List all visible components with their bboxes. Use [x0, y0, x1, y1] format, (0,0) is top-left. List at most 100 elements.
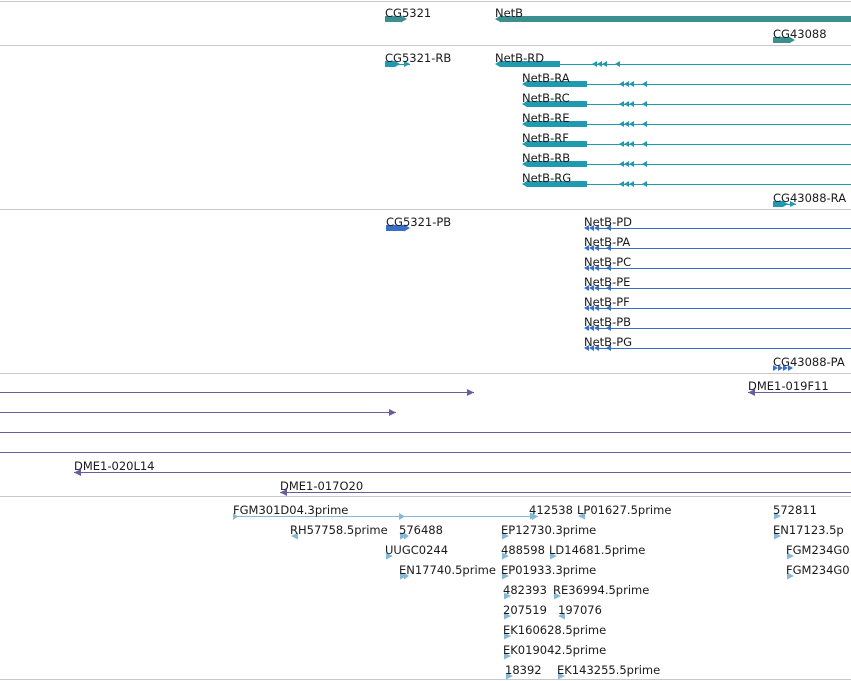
feature-proteins[interactable]: CG5321-PB [386, 215, 451, 232]
arrow-left-icon [602, 61, 607, 67]
feature-transcripts[interactable]: NetB-RG [522, 171, 851, 187]
feature-transcripts[interactable]: NetB-RE [522, 111, 851, 127]
arrow-right-icon [778, 365, 783, 371]
feature-transcripts[interactable]: NetB-RB [522, 151, 851, 167]
feature-transcripts[interactable]: NetB-RA [522, 71, 851, 87]
arrow-right-icon [787, 552, 794, 560]
feature-ests[interactable]: LD14681.5prime [549, 543, 645, 560]
feature-label: CG5321 [385, 6, 431, 20]
feature-label: NetB-RD [495, 51, 544, 65]
feature-label: NetB-PD [584, 215, 632, 229]
feature-label: 197076 [558, 603, 602, 617]
feature-ests[interactable]: 488598 [501, 543, 545, 560]
arrow-left-icon [594, 345, 599, 351]
arrow-left-icon [619, 121, 624, 127]
feature-transcripts[interactable]: NetB-RC [522, 91, 851, 107]
feature-label: DME1-019F11 [748, 379, 829, 393]
feature-label: 207519 [503, 603, 547, 617]
feature-proteins[interactable]: CG43088-PA [773, 355, 845, 371]
feature-clones[interactable]: DME1-017O20 [280, 479, 851, 496]
feature-label: 18392 [505, 663, 542, 677]
arrow-left-icon [584, 265, 589, 271]
arrow-right-icon [399, 513, 405, 520]
feature-clones[interactable]: DME1-020L14 [74, 459, 851, 476]
feature-proteins[interactable]: NetB-PC [584, 255, 851, 271]
feature-ests[interactable]: EP12730.3prime [501, 523, 596, 540]
feature-clones[interactable] [0, 389, 474, 396]
arrow-right-icon [389, 409, 396, 416]
feature-genes[interactable]: CG43088 [773, 27, 827, 44]
feature-ests[interactable]: EK143255.5prime [557, 663, 660, 680]
feature-proteins[interactable]: NetB-PG [584, 335, 851, 351]
feature-ests[interactable]: EN17123.5p [773, 523, 844, 540]
feature-proteins[interactable]: NetB-PF [584, 295, 851, 311]
feature-proteins[interactable]: NetB-PD [584, 215, 851, 231]
feature-label: NetB-PG [584, 335, 632, 349]
feature-transcripts[interactable]: NetB-RD [495, 51, 851, 67]
arrow-right-icon [783, 365, 788, 371]
feature-ests[interactable]: LP01627.5prime [577, 503, 671, 520]
arrow-right-icon [233, 513, 238, 520]
feature-label: FGM234G0 [786, 543, 850, 557]
arrow-right-icon [554, 592, 561, 600]
feature-label: FGM301D04.3prime [233, 503, 348, 517]
feature-genes[interactable]: NetB [495, 6, 851, 23]
feature-label: EP01933.3prime [501, 563, 596, 577]
feature-ests[interactable]: EN17740.5prime [399, 563, 496, 580]
arrow-right-icon [789, 36, 795, 44]
track-proteins: CG5321-PB NetB-PD NetB-PA NetB-PC NetB-PE Net… [386, 215, 851, 371]
exon-block [773, 201, 783, 207]
feature-proteins[interactable]: NetB-PE [584, 275, 851, 291]
arrow-left-icon [642, 181, 647, 187]
feature-ests[interactable]: 572811 [773, 503, 817, 520]
feature-ests[interactable]: EP01933.3prime [501, 563, 596, 580]
arrow-right-icon [787, 572, 794, 580]
feature-ests[interactable]: 207519 [503, 603, 547, 620]
feature-label: LP01627.5prime [577, 503, 671, 517]
arrow-right-icon [550, 552, 557, 560]
feature-ests[interactable]: 412538 [529, 503, 573, 520]
protein-body [386, 225, 404, 231]
arrow-right-icon [504, 632, 511, 640]
arrow-left-icon [642, 81, 647, 87]
feature-label: LD14681.5prime [549, 543, 645, 557]
feature-proteins[interactable]: NetB-PA [584, 235, 851, 251]
feature-ests[interactable]: EK160628.5prime [503, 623, 606, 640]
feature-genes[interactable]: CG5321 [385, 6, 431, 23]
arrow-right-icon [558, 672, 565, 680]
feature-transcripts[interactable]: NetB-RF [522, 131, 851, 147]
feature-ests[interactable]: EK019042.5prime [503, 643, 606, 660]
feature-ests[interactable]: FGM301D04.3prime [233, 503, 538, 520]
feature-ests[interactable]: 576488 [399, 523, 443, 540]
exon-block [527, 141, 587, 147]
arrow-left-icon [619, 161, 624, 167]
feature-label: 482393 [503, 583, 547, 597]
feature-ests[interactable]: FGM234G0 [786, 563, 850, 580]
feature-ests[interactable]: 197076 [558, 603, 602, 620]
track-genes: CG5321 NetB CG43088 [385, 6, 851, 44]
arrow-left-icon [522, 181, 527, 187]
feature-label: NetB-PC [584, 255, 631, 269]
feature-ests[interactable]: FGM234G0 [786, 543, 850, 560]
feature-ests[interactable]: RE36994.5prime [553, 583, 649, 600]
feature-clones[interactable] [0, 409, 396, 416]
feature-proteins[interactable]: NetB-PB [584, 315, 851, 331]
feature-transcripts[interactable]: CG5321-RB [385, 51, 451, 67]
feature-clones[interactable]: DME1-019F11 [748, 379, 851, 396]
feature-ests[interactable]: 482393 [503, 583, 547, 600]
feature-transcripts[interactable]: CG43088-RA [773, 191, 846, 207]
arrow-left-icon [74, 469, 81, 476]
arrow-left-icon [594, 225, 599, 231]
arrow-left-icon [606, 285, 611, 291]
feature-ests[interactable]: 18392 [505, 663, 542, 680]
arrow-left-icon [629, 81, 634, 87]
feature-ests[interactable]: RH57758.5prime [290, 523, 388, 540]
feature-label: NetB-RF [522, 131, 569, 145]
arrow-right-icon [386, 552, 393, 560]
feature-label: CG43088-RA [773, 191, 846, 205]
feature-ests[interactable]: UUGC0244 [385, 543, 448, 560]
feature-label: CG5321-PB [386, 215, 451, 229]
track-clones: DME1-019F11 DME1-020L14 DME1-017O20 [0, 379, 851, 496]
